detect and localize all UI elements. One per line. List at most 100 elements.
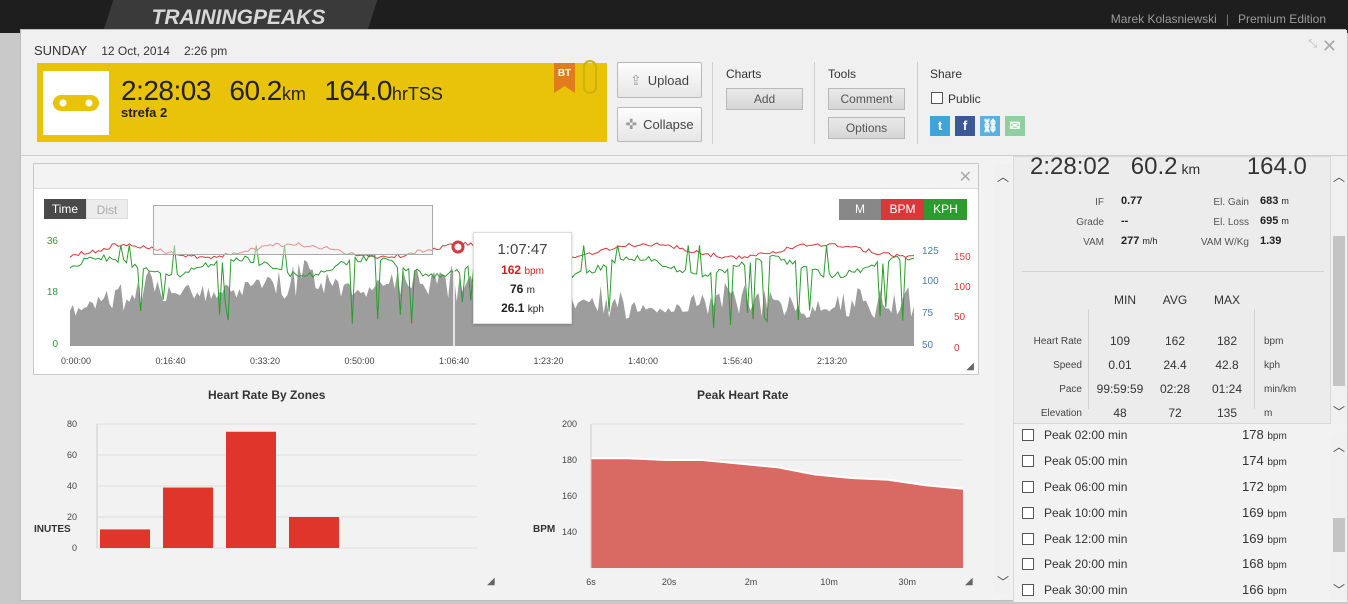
scroll-up-icon[interactable]: ︿ (997, 170, 1010, 184)
add-chart-button[interactable]: Add (726, 88, 803, 110)
resize-handle-icon[interactable]: ◢ (966, 361, 974, 372)
list-item[interactable]: Peak 06:00 min 172 bpm (1020, 476, 1320, 500)
comment-button[interactable]: Comment (828, 88, 905, 110)
stat-row-avg: 02:28 (1159, 382, 1191, 396)
stat-row-avg: 24.4 (1163, 358, 1187, 372)
workout-chart-panel: ✕ 36 18 0 125 100 75 50 150 100 50 0 0:00:00 0:16:40… (33, 163, 979, 375)
stat-row-unit: min/km (1264, 384, 1297, 395)
peak-checkbox[interactable] (1022, 533, 1034, 545)
twitter-icon[interactable]: t (930, 116, 950, 136)
y-tick-label: 50 (954, 312, 966, 323)
workout-date: SUNDAY 12 Oct, 2014 2:26 pm (34, 43, 227, 58)
stats-scrollbar[interactable]: ︿ ﹀ (1331, 156, 1347, 424)
peak-checkbox[interactable] (1022, 429, 1034, 441)
gain-label: El. Gain (1213, 197, 1249, 208)
list-item[interactable]: Peak 02:00 min 178 bpm (1020, 424, 1320, 448)
scroll-up-icon[interactable]: ︿ (1333, 170, 1346, 184)
loss-value: 695 m (1260, 215, 1289, 227)
x-tick-label: 0:33:20 (250, 356, 280, 366)
facebook-icon[interactable]: f (955, 116, 975, 136)
series-toggle-elevation[interactable]: M (839, 199, 881, 220)
stats-panel: 2:28:02 60.2 km 164.0 IF 0.77 Grade -- VA… (1013, 153, 1347, 602)
selection-box[interactable] (153, 205, 433, 255)
scroll-up-icon[interactable]: ︿ (1333, 440, 1346, 454)
public-label: Public (948, 92, 981, 106)
cursor-marker (451, 240, 465, 254)
peak-checkbox[interactable] (1022, 455, 1034, 467)
y-tick-label: 125 (922, 246, 939, 257)
upload-icon: ⇪ (630, 72, 642, 88)
public-checkbox[interactable] (931, 92, 943, 104)
y-axis-label: INUTES (34, 524, 71, 535)
bt-badge[interactable]: BT (554, 63, 575, 93)
peaks-scrollbar[interactable]: ︿ ﹀ (1331, 434, 1347, 600)
list-item[interactable]: Peak 05:00 min 174 bpm (1020, 450, 1320, 474)
expand-icon[interactable]: ⤡ (1308, 38, 1317, 50)
attachment-icon[interactable] (583, 60, 597, 94)
scroll-down-icon[interactable]: ﹀ (1333, 583, 1346, 597)
list-item[interactable]: Peak 12:00 min 169 bpm (1020, 528, 1320, 552)
tooltip-elevation: 76 m (509, 282, 536, 296)
distance-toggle[interactable]: Dist (86, 199, 128, 219)
peak-checkbox[interactable] (1022, 558, 1034, 570)
y-tick-label: 200 (562, 419, 577, 429)
scroll-thumb[interactable] (1333, 236, 1345, 386)
series-toggle-speed[interactable]: KPH (924, 199, 967, 220)
peaks-list: Peak 02:00 min 178 bpm Peak 05:00 min 174 … (1013, 424, 1331, 602)
peak-checkbox[interactable] (1022, 507, 1034, 519)
y-tick-label: 160 (562, 491, 577, 501)
tooltip-hr: 162 bpm (501, 263, 544, 277)
summary-duration: 2:28:03 (121, 75, 211, 106)
resize-handle-icon[interactable]: ◢ (487, 576, 495, 587)
summary-distance: 60.2 (229, 75, 282, 106)
time-toggle[interactable]: Time (44, 199, 86, 219)
vamwkg-label: VAM W/Kg (1200, 237, 1249, 248)
y-tick-label: 75 (922, 308, 934, 319)
x-tick-label: 1:06:40 (439, 356, 469, 366)
peak-checkbox[interactable] (1022, 481, 1034, 493)
collapse-button[interactable]: ✜ Collapse (617, 107, 702, 142)
workout-header: SUNDAY 12 Oct, 2014 2:26 pm 2:28:03 60.2km… (21, 30, 1347, 156)
x-tick-label: 20s (662, 577, 677, 587)
peak-checkbox[interactable] (1022, 584, 1034, 596)
scroll-down-icon[interactable]: ﹀ (1333, 405, 1346, 419)
stat-row-label: Elevation (1040, 408, 1082, 419)
peak-hr-area (591, 458, 963, 568)
list-item[interactable]: Peak 10:00 min 169 bpm (1020, 502, 1320, 526)
stat-row-label: Heart Rate (1033, 336, 1082, 347)
close-icon[interactable]: ✕ (1321, 36, 1337, 56)
user-name[interactable]: Marek Kolasniewski (1110, 12, 1217, 26)
upload-button[interactable]: ⇪ Upload (617, 62, 702, 98)
stat-row-min: 0.01 (1108, 358, 1132, 372)
x-tick-label: 6s (586, 577, 596, 587)
y-tick-label: 18 (47, 287, 59, 298)
stat-row-unit: bpm (1264, 336, 1284, 347)
y-tick-label: 60 (67, 450, 77, 460)
scroll-down-icon[interactable]: ﹀ (997, 575, 1010, 589)
peak-hr-line (591, 457, 964, 490)
stat-row-max: 182 (1216, 334, 1238, 348)
series-toggle-heart-rate[interactable]: BPM (881, 199, 924, 220)
resize-handle-icon[interactable]: ◢ (965, 576, 973, 587)
workout-title[interactable]: strefa 2 (121, 105, 168, 120)
scroll-thumb[interactable] (1333, 518, 1345, 552)
stat-row-max: 01:24 (1211, 382, 1243, 396)
peak-hr-chart: 200 180 160 140 6s 20s 2m 10m 30m BPM (533, 419, 964, 587)
x-tick-label: 1:23:20 (533, 356, 563, 366)
summary-distance-unit: km (281, 84, 306, 104)
y-tick-label: 80 (67, 419, 77, 429)
chart-close-icon[interactable]: ✕ (958, 169, 972, 186)
charts-heading: Charts (726, 67, 762, 81)
left-scrollbar[interactable]: ︿ ﹀ (995, 164, 1011, 594)
list-item[interactable]: Peak 30:00 min 166 bpm (1020, 579, 1320, 603)
bar (100, 529, 150, 548)
email-icon[interactable]: ✉ (1005, 116, 1025, 136)
user-info: Marek Kolasniewski | Premium Edition (1110, 12, 1326, 26)
link-icon[interactable]: ⛓ (980, 116, 1000, 136)
stat-row-label: Pace (1059, 384, 1082, 395)
options-button[interactable]: Options (828, 117, 905, 139)
y-tick-label: 36 (47, 236, 59, 247)
top-bar: TRAININGPEAKS Marek Kolasniewski | Premium… (0, 0, 1348, 33)
list-item[interactable]: Peak 20:00 min 168 bpm (1020, 553, 1320, 577)
grade-value: -- (1121, 215, 1129, 227)
